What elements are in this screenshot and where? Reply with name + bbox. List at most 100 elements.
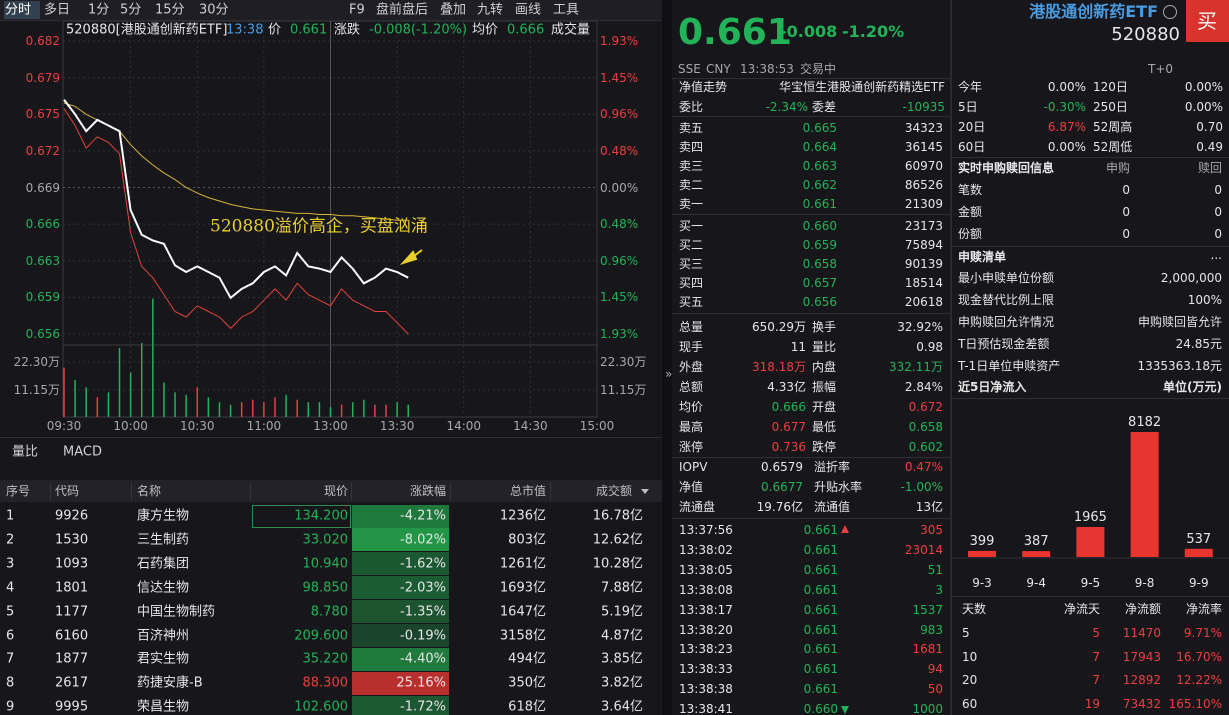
label: 价	[268, 22, 282, 38]
trade-time: 13:38:38	[679, 682, 733, 697]
label: 总额	[679, 380, 704, 394]
trade-price: 0.661	[803, 682, 838, 697]
period-tab[interactable]: 1分	[88, 2, 110, 18]
tool-button[interactable]: 工具	[553, 2, 580, 18]
price-tick-label: 0.679	[25, 70, 60, 85]
column-header[interactable]: 涨跌幅	[409, 484, 446, 498]
fund-code: 520880	[1111, 24, 1180, 45]
book-volume: 86526	[904, 178, 943, 193]
tool-button[interactable]: 九转	[477, 2, 504, 18]
period-tab[interactable]: 15分	[155, 2, 185, 18]
label: 均价	[679, 400, 704, 414]
price-tick-label: 0.656	[25, 327, 60, 341]
table-header	[0, 480, 662, 502]
annotation: 520880溢价高企，买盘汹涌	[210, 216, 428, 237]
label: 流通盘	[679, 500, 716, 514]
book-price: 0.660	[802, 218, 837, 233]
label: 今年	[958, 80, 983, 94]
column-header[interactable]: 现价	[323, 484, 348, 498]
label: 申购	[1105, 161, 1130, 175]
trade-price: 0.661	[803, 562, 838, 577]
more-button[interactable]: ...	[1210, 248, 1222, 262]
volume-bar	[396, 402, 398, 417]
change-cell	[352, 647, 449, 671]
divider	[672, 116, 950, 117]
price-tick-label: 0.672	[25, 143, 60, 158]
table-cell: 8.780	[310, 604, 348, 620]
book-volume: 36145	[904, 140, 943, 155]
table-cell: 19	[1084, 696, 1100, 711]
table-cell: 信达生物	[137, 580, 190, 596]
date-label: 9-8	[1134, 576, 1155, 590]
period-tab[interactable]: 30分	[199, 2, 229, 18]
time-tick-label: 09:30	[46, 419, 82, 433]
pct-tick-label: 1.93%	[600, 34, 639, 48]
label: 均价	[472, 22, 499, 38]
label: 净值	[679, 480, 704, 494]
change-cell	[352, 600, 449, 624]
t0-flag: T+0	[1148, 62, 1174, 76]
time-tick-label: 14:30	[513, 419, 548, 433]
time-tick-label: 13:00	[313, 419, 348, 433]
volume-tick-label: 22.30万	[13, 355, 60, 369]
column-header[interactable]: 序号	[6, 484, 31, 498]
volume-bar	[351, 402, 354, 417]
table-cell: 1	[6, 508, 15, 524]
label: IOPV	[679, 460, 708, 474]
up-arrow	[841, 525, 849, 533]
time-tick-label: 11:00	[246, 419, 282, 433]
table-cell: 10.940	[302, 556, 349, 572]
table-cell: 12.22%	[1176, 673, 1222, 687]
column-header[interactable]: 总市值	[509, 484, 546, 498]
column-header[interactable]: 代码	[55, 484, 80, 498]
time: 13:38	[226, 22, 264, 38]
tool-button[interactable]: F9	[349, 2, 365, 18]
change-cell	[352, 671, 449, 695]
table-cell: 5	[1092, 626, 1100, 640]
label: 溢折率	[814, 460, 851, 474]
label: 0.49	[1196, 140, 1223, 154]
label: 涨跌	[334, 22, 361, 38]
tool-button[interactable]: 叠加	[440, 2, 467, 18]
price-tick-label: 0.666	[25, 217, 60, 232]
table-cell: 88.300	[302, 675, 349, 691]
divider	[952, 157, 1229, 158]
indicator-tab[interactable]: MACD	[63, 444, 102, 460]
label: 申购赎回皆允许	[1137, 315, 1222, 329]
table-cell: -0.19%	[400, 628, 446, 643]
change-cell	[352, 624, 449, 647]
etf-value: -1.00%	[900, 480, 943, 494]
stat-value: 0.672	[908, 400, 943, 414]
etf-value: 0.47%	[904, 460, 943, 474]
trade-time: 13:38:17	[679, 602, 733, 617]
table-cell: 6	[6, 628, 15, 643]
table-cell: 134.200	[294, 508, 348, 524]
table-cell: -1.35%	[400, 604, 446, 620]
column-header[interactable]: 成交额	[595, 484, 632, 498]
info-icon	[1163, 5, 1177, 19]
average-line	[63, 102, 409, 221]
tool-button[interactable]: 盘前盘后	[376, 2, 429, 18]
collapse-icon[interactable]: »	[665, 367, 673, 381]
inflow-label: 387	[1024, 534, 1049, 549]
indicator-tab[interactable]: 量比	[12, 444, 39, 460]
stat-value: 0.658	[908, 420, 943, 434]
label: 开盘	[812, 400, 837, 414]
book-price: 0.659	[802, 237, 837, 252]
volume-bar	[163, 382, 165, 417]
period-tab[interactable]: 分时	[5, 2, 32, 18]
divider	[952, 246, 1229, 247]
period-tab[interactable]: 5分	[120, 2, 142, 18]
buy-button[interactable]: 买	[1197, 9, 1217, 33]
book-price: 0.663	[802, 159, 837, 174]
book-volume: 60970	[904, 159, 943, 174]
tool-button[interactable]: 画线	[515, 2, 542, 18]
volume-bar	[96, 397, 99, 417]
label: 最低	[812, 420, 837, 434]
period-tab[interactable]: 多日	[44, 2, 71, 18]
change: -0.008(-1.20%)	[369, 22, 468, 38]
divider	[952, 398, 1229, 399]
column-header[interactable]: 名称	[137, 484, 162, 498]
last-price: 0.661	[678, 12, 792, 53]
buy-button	[1186, 0, 1229, 42]
